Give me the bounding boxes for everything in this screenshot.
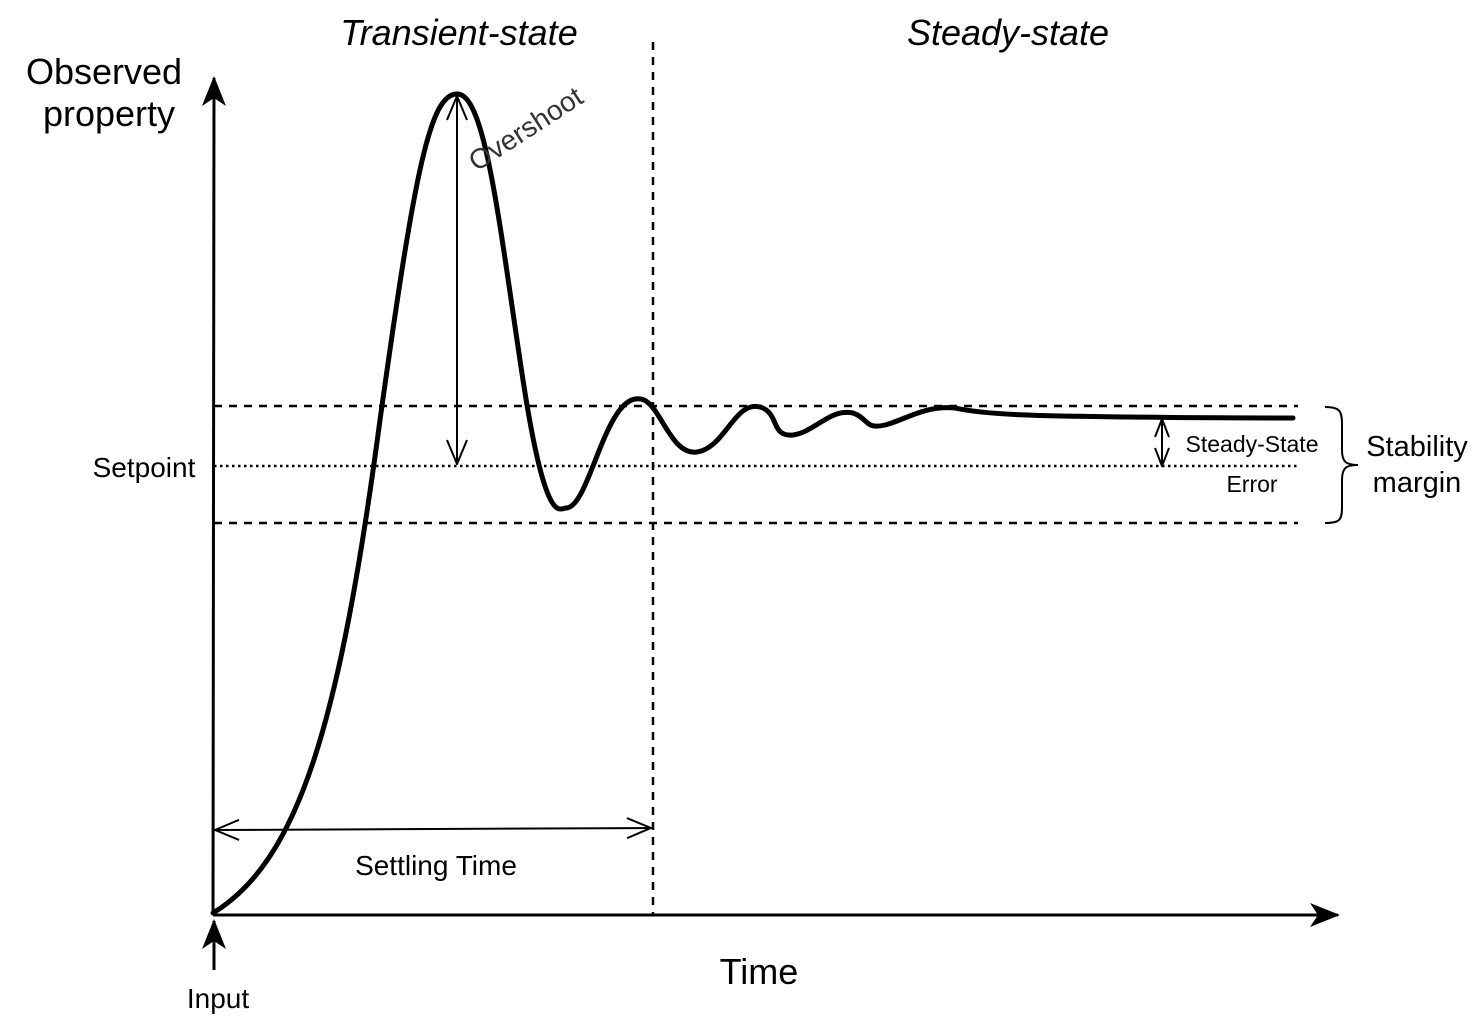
input-label: Input	[187, 983, 249, 1014]
stability-margin-brace	[1324, 406, 1359, 524]
stability-margin-label-line1: Stability	[1366, 431, 1468, 463]
transient-state-label: Transient-state	[340, 12, 577, 53]
settling-time-label: Settling Time	[355, 850, 517, 881]
y-axis-label-line1: Observed	[26, 51, 182, 92]
steady-state-error-label-line2: Error	[1226, 471, 1277, 497]
settling-time-arrow	[215, 828, 651, 830]
y-axis-label-line2: property	[43, 93, 175, 134]
y-axis	[201, 76, 226, 916]
x-axis-label: Time	[720, 951, 799, 992]
steady-state-label: Steady-state	[907, 12, 1109, 53]
steady-state-error-label-line1: Steady-State	[1186, 431, 1319, 457]
setpoint-label: Setpoint	[93, 452, 196, 483]
stability-margin-label-line2: margin	[1373, 467, 1462, 499]
response-curve	[210, 91, 1296, 916]
